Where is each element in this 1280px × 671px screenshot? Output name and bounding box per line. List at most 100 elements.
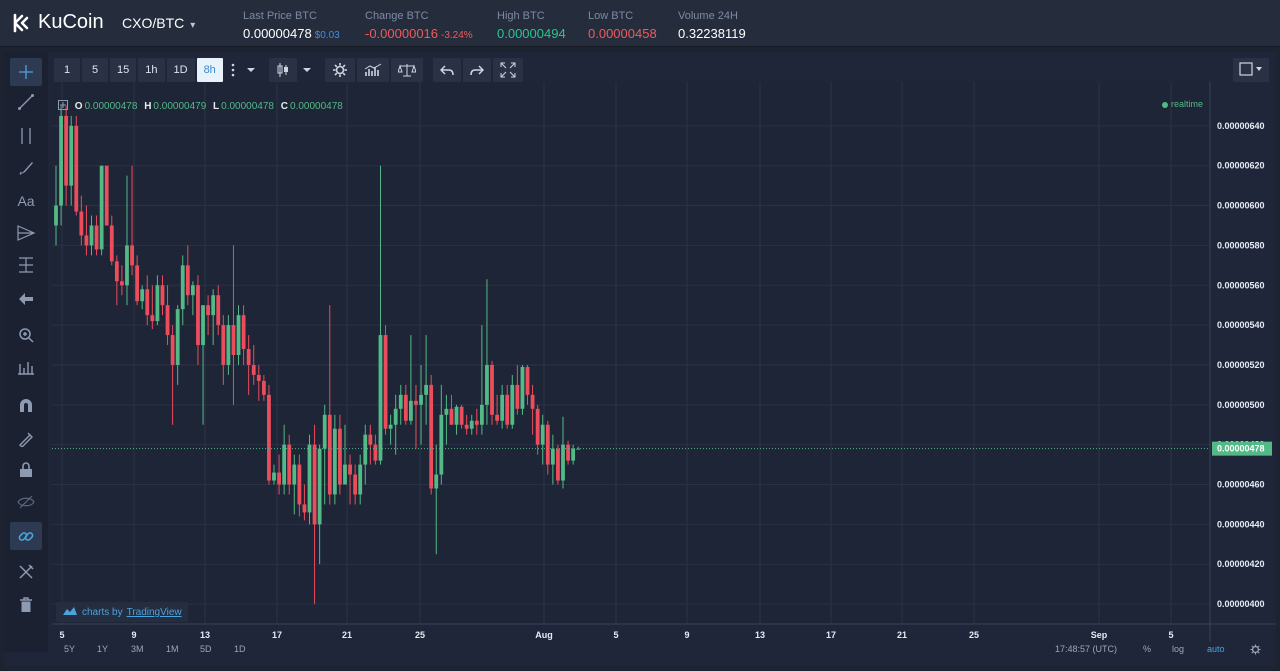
- interval-1-button[interactable]: 1: [54, 58, 80, 82]
- candles-icon[interactable]: [268, 58, 297, 82]
- candle-body: [307, 444, 312, 513]
- tradingview-badge[interactable]: charts by TradingView: [56, 602, 188, 622]
- candle-body: [510, 384, 515, 425]
- candle-body: [267, 394, 271, 481]
- dropdown-icon[interactable]: [243, 58, 259, 82]
- zoom-icon[interactable]: [10, 321, 42, 349]
- x-tick-label: 5: [613, 630, 618, 640]
- gear-icon[interactable]: [1250, 644, 1261, 657]
- interval-1D-button[interactable]: 1D: [166, 58, 195, 82]
- candle-body: [114, 261, 119, 282]
- fullscreen-icon[interactable]: [492, 58, 523, 82]
- candle-body: [393, 408, 398, 425]
- undo-icon[interactable]: [432, 58, 461, 82]
- settings-icon[interactable]: [324, 58, 355, 82]
- stat-value: 0.00000478: [243, 26, 312, 41]
- legend-toggle-icon[interactable]: [58, 100, 68, 112]
- y-tick-label: 0.00000560: [1217, 280, 1265, 290]
- interval-5-button[interactable]: 5: [82, 58, 108, 82]
- measure-icon[interactable]: [10, 353, 42, 381]
- chart-area[interactable]: 0.00000640 0.00000620 0.00000600 0.00000580…: [4, 52, 1276, 666]
- range-1Y-button[interactable]: 1Y: [97, 644, 109, 654]
- trendline-icon[interactable]: [10, 88, 42, 116]
- legend-l-label: L: [213, 101, 220, 112]
- kucoin-logo[interactable]: KuCoin: [10, 11, 104, 34]
- tradingview-link[interactable]: TradingView: [126, 606, 182, 618]
- tools-icon[interactable]: [10, 558, 42, 586]
- parallel-channel-icon[interactable]: [10, 122, 42, 150]
- range-5Y-button[interactable]: 5Y: [64, 644, 76, 654]
- candle-body: [160, 285, 165, 306]
- candle-body: [135, 265, 140, 302]
- more-icon[interactable]: [225, 58, 241, 82]
- candle-body: [130, 245, 134, 266]
- candle-body: [545, 424, 550, 465]
- candle-body: [378, 335, 383, 461]
- compare-icon[interactable]: [390, 58, 423, 82]
- candle-body: [59, 115, 63, 206]
- legend-h-label: H: [144, 101, 152, 112]
- pair-selector[interactable]: CXO/BTC ▾: [122, 15, 195, 31]
- stat-value: 0.32238119: [678, 26, 746, 41]
- candle-body: [79, 211, 84, 236]
- text-icon[interactable]: Aa: [17, 193, 35, 209]
- stay-in-draw-icon[interactable]: [10, 425, 42, 453]
- legend-c-value: 0.00000478: [290, 101, 343, 112]
- x-tick-label: 21: [342, 630, 352, 640]
- crosshair-icon[interactable]: [10, 58, 42, 86]
- candle-body: [221, 325, 226, 365]
- range-5D-button[interactable]: 5D: [200, 644, 212, 654]
- candle-body: [439, 414, 444, 475]
- dropdown-icon[interactable]: [299, 58, 315, 82]
- candle-body: [201, 305, 205, 346]
- candle-body: [343, 464, 347, 485]
- interval-1h-button[interactable]: 1h: [138, 58, 165, 82]
- layout-button[interactable]: [1233, 58, 1269, 82]
- candle-body: [236, 315, 241, 355]
- interval-8h-button[interactable]: 8h: [196, 58, 223, 82]
- link-icon[interactable]: [10, 522, 42, 550]
- candle-body: [140, 289, 145, 302]
- last-price-tag: [1212, 441, 1272, 456]
- brush-icon[interactable]: [10, 155, 42, 183]
- x-tick-label: 25: [415, 630, 425, 640]
- tradingview-prefix: charts by: [82, 606, 123, 618]
- range-1M-button[interactable]: 1M: [166, 644, 179, 654]
- magnet-icon[interactable]: [10, 392, 42, 420]
- arrow-icon[interactable]: [10, 285, 42, 313]
- lock-icon[interactable]: [10, 456, 42, 484]
- stat-label: High BTC: [497, 10, 545, 22]
- redo-icon[interactable]: [462, 58, 491, 82]
- range-3M-button[interactable]: 3M: [131, 644, 144, 654]
- indicators-icon[interactable]: [356, 58, 389, 82]
- candle-body: [419, 394, 423, 405]
- interval-15-button[interactable]: 15: [110, 58, 137, 82]
- candle-body: [277, 472, 281, 485]
- drawing-toolbar: Aa: [4, 52, 48, 652]
- auto-toggle[interactable]: auto: [1207, 644, 1225, 654]
- y-tick-label: 0.00000540: [1217, 320, 1265, 330]
- legend-o-value: 0.00000478: [84, 101, 138, 112]
- pitchfork-icon[interactable]: [10, 219, 42, 247]
- candle-body: [312, 444, 317, 525]
- x-tick-label: 21: [897, 630, 907, 640]
- log-toggle[interactable]: log: [1172, 644, 1185, 654]
- y-tick-label: 0.00000620: [1217, 161, 1265, 171]
- fib-icon[interactable]: [10, 251, 42, 279]
- y-tick-label: 0.00000640: [1217, 121, 1265, 131]
- ohlc-legend: O 0.00000478 H 0.00000479 L 0.00000478 C 0.0…: [58, 100, 343, 112]
- candle-body: [566, 444, 570, 461]
- price-chart[interactable]: 0.00000640 0.00000620 0.00000600 0.00000580…: [4, 52, 1276, 666]
- y-tick-label: 0.00000580: [1217, 240, 1265, 250]
- legend-l-value: 0.00000478: [221, 101, 274, 112]
- range-1D-button[interactable]: 1D: [234, 644, 246, 654]
- bottom-bar: 5Y 1Y 3M 1M 5D 1D 17:48:57 (UTC) % log auto: [52, 641, 1276, 663]
- stat-value-row: 0.00000458: [588, 25, 657, 43]
- candle-body: [338, 428, 342, 485]
- hide-icon[interactable]: [10, 488, 42, 516]
- candle-body: [231, 325, 236, 355]
- trash-icon[interactable]: [10, 591, 42, 619]
- percent-toggle[interactable]: %: [1143, 644, 1152, 654]
- x-tick-label: 9: [131, 630, 136, 640]
- stat-value-row: 0.00000494: [497, 25, 566, 43]
